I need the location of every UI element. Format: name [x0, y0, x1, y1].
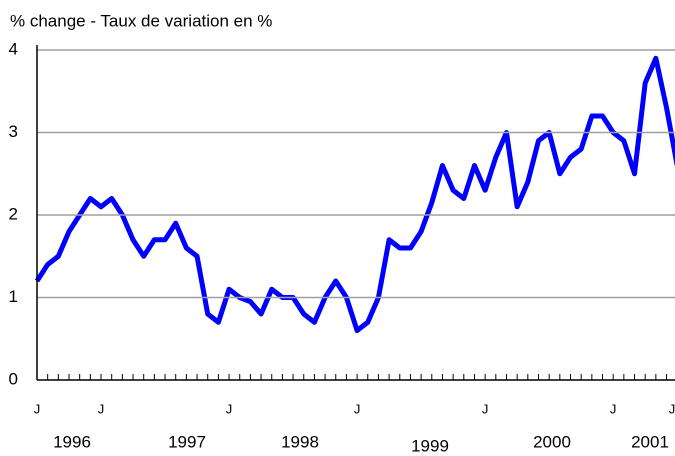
x-tick-label: J: [610, 401, 617, 416]
x-tick-label: J: [354, 401, 361, 416]
y-tick-label: 1: [9, 287, 18, 306]
data-line: [34, 55, 675, 333]
year-label: 2001: [631, 432, 669, 451]
y-tick-label: 0: [9, 369, 18, 388]
y-tick-label: 4: [9, 39, 18, 58]
x-tick-label: J: [34, 401, 41, 416]
x-tick-label: J: [226, 401, 233, 416]
y-tick-label: 2: [9, 204, 18, 223]
year-label: 2000: [533, 432, 571, 451]
year-label: 1998: [281, 432, 319, 451]
x-tick-label: J: [669, 401, 675, 416]
year-label: 1997: [168, 432, 206, 451]
x-tick-label: J: [482, 401, 489, 416]
y-tick-label: 3: [9, 122, 18, 141]
chart-title: % change - Taux de variation en %: [10, 11, 272, 30]
plot: [34, 55, 675, 333]
year-label: 1999: [411, 436, 449, 455]
year-label: 1996: [53, 432, 91, 451]
x-tick-label: J: [98, 401, 105, 416]
